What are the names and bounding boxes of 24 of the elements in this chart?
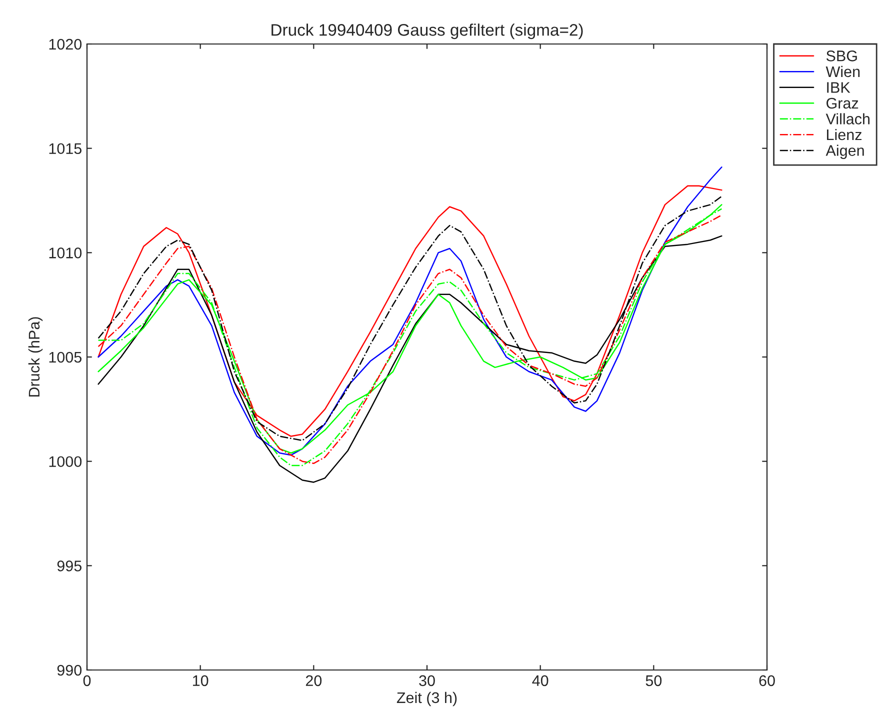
legend-label: Villach [826, 113, 870, 124]
y-tick-label: 1000 [49, 456, 82, 468]
y-tick-label: 990 [57, 664, 82, 676]
legend-label: Aigen [826, 144, 864, 159]
y-axis-title: Druck (hPa) [28, 317, 43, 396]
y-tick-label: 995 [57, 560, 82, 572]
chart-title: Druck 19940409 Gauss gefiltert (sigma=2) [272, 24, 583, 40]
y-tick-label: 1010 [49, 248, 82, 258]
x-tick-label: 0 [83, 675, 91, 686]
x-tick-label: 30 [419, 675, 435, 686]
legend-label: Wien [826, 66, 860, 78]
legend-label: Lienz [827, 128, 862, 140]
legend-label: Graz [826, 98, 858, 109]
x-tick-label: 10 [193, 675, 208, 686]
x-axis-title: Zeit (3 h) [396, 692, 457, 706]
y-tick-label: 1020 [49, 38, 82, 50]
x-tick-label: 40 [532, 675, 548, 686]
x-tick-label: 50 [646, 675, 662, 686]
x-tick-label: 20 [306, 675, 322, 686]
legend-label: IBK [827, 82, 850, 93]
x-tick-label: 60 [759, 675, 775, 686]
y-tick-label: 1005 [49, 352, 82, 363]
y-tick-label: 1015 [49, 143, 82, 154]
legend-label: SBG [826, 50, 857, 62]
